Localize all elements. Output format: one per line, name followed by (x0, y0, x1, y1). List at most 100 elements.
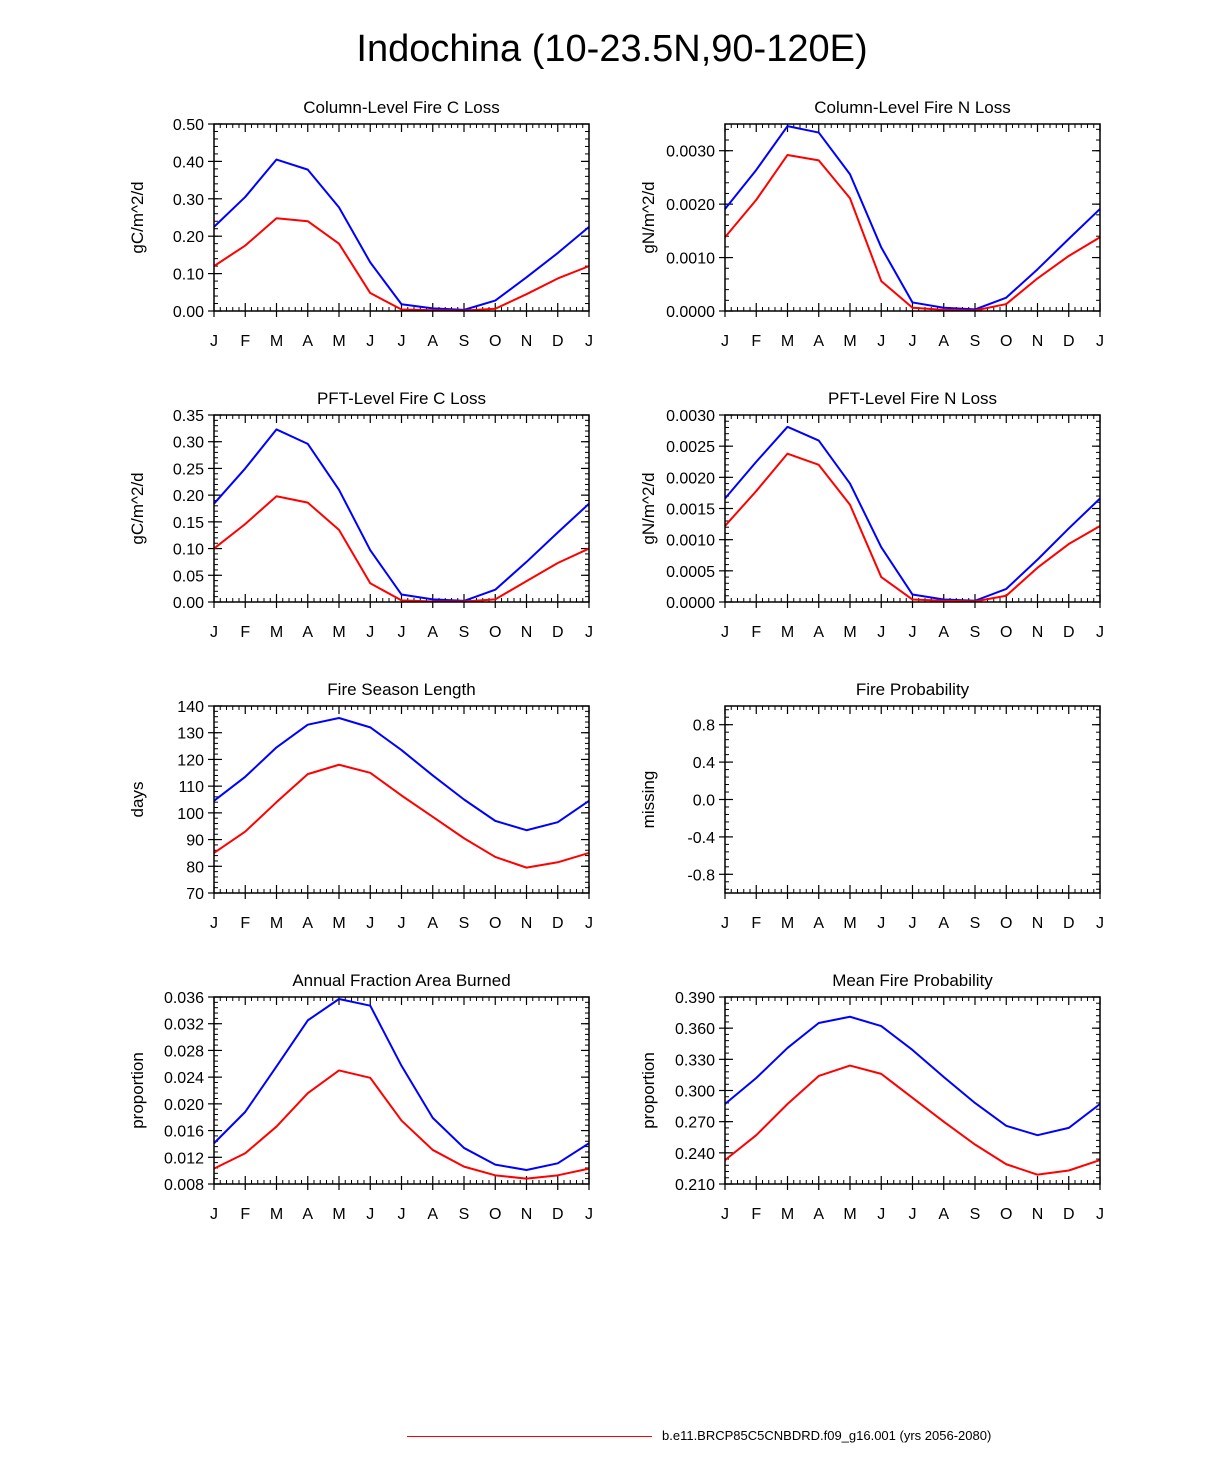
y-tick-label: 0.10 (173, 542, 204, 559)
x-tick-label: S (970, 624, 981, 641)
y-axis-label: gN/m^2/d (639, 472, 658, 544)
x-tick-label: M (781, 915, 794, 932)
x-tick-label: A (938, 333, 949, 350)
y-axis-label: proportion (639, 1052, 658, 1129)
y-tick-label: 0.00 (173, 595, 204, 612)
x-tick-label: F (240, 1206, 250, 1223)
series-line-control (724, 125, 1101, 311)
series-line-control (213, 998, 590, 1171)
series-line-b.e11.BRCP85C5CNBDRD.f09_g16.001 (213, 763, 590, 869)
x-tick-label: J (210, 1206, 218, 1223)
y-tick-label: 0.0025 (666, 439, 715, 456)
x-tick-label: J (721, 1206, 729, 1223)
y-axis-label: missing (639, 771, 658, 829)
x-tick-label: J (909, 333, 917, 350)
series-line-control (213, 428, 590, 602)
x-tick-label: A (302, 333, 313, 350)
x-tick-label: S (970, 333, 981, 350)
x-tick-label: D (552, 1206, 564, 1223)
x-tick-label: M (332, 915, 345, 932)
x-tick-label: O (1000, 1206, 1012, 1223)
x-tick-label: A (302, 1206, 313, 1223)
x-tick-label: J (210, 624, 218, 641)
y-tick-label: 0.0015 (666, 502, 715, 519)
plot-frame (213, 996, 590, 1185)
series-line-control (724, 425, 1101, 602)
y-tick-label: 120 (177, 752, 204, 769)
x-tick-label: O (489, 333, 501, 350)
y-tick-label: 0.0000 (666, 304, 715, 321)
x-tick-label: M (270, 333, 283, 350)
x-tick-label: A (813, 1206, 824, 1223)
chart-title: Column-Level Fire N Loss (814, 98, 1011, 117)
chart-panel-fire-probability: J F M A M J J A S O N D J -0.8 -0.4 0.0 0.4 0.8 Fire Proba… (639, 680, 1104, 932)
x-tick-label: M (332, 333, 345, 350)
y-axis-label: gC/m^2/d (128, 181, 147, 253)
x-tick-label: M (843, 333, 856, 350)
x-tick-label: A (813, 624, 824, 641)
x-tick-label: J (585, 624, 593, 641)
y-tick-label: 0.0 (693, 793, 715, 810)
x-tick-label: J (366, 333, 374, 350)
x-tick-label: M (781, 624, 794, 641)
series-line-control (724, 1015, 1101, 1137)
y-tick-label: 0.20 (173, 488, 204, 505)
y-tick-label: 0.0010 (666, 533, 715, 550)
y-tick-label: 0.0030 (666, 144, 715, 161)
x-tick-label: N (1032, 624, 1044, 641)
x-tick-label: J (721, 333, 729, 350)
y-tick-label: 0.270 (675, 1115, 715, 1132)
x-tick-label: O (489, 624, 501, 641)
chart-title: PFT-Level Fire C Loss (317, 389, 486, 408)
x-tick-label: A (938, 915, 949, 932)
y-tick-label: 130 (177, 726, 204, 743)
y-tick-label: 0.0020 (666, 470, 715, 487)
chart-panel-pft-c-loss: J F M A M J J A S O N D J 0.00 0.05 0.10 0.15 0.20 0.25 0.3… (128, 389, 593, 641)
y-tick-label: 0.240 (675, 1146, 715, 1163)
series-line-b.e11.BRCP85C5CNBDRD.f09_g16.001 (724, 1064, 1101, 1176)
chart-title: Fire Probability (856, 680, 970, 699)
x-tick-label: J (585, 915, 593, 932)
x-tick-label: M (781, 333, 794, 350)
y-tick-label: 70 (186, 886, 204, 903)
y-tick-label: 0.0020 (666, 197, 715, 214)
y-tick-label: 0.210 (675, 1177, 715, 1194)
chart-panel-annual-fraction-area-burned: J F M A M J J A S O N D J 0.008 0.012 0.016 0.020 0.024 0.… (128, 971, 593, 1223)
chart-title: PFT-Level Fire N Loss (828, 389, 997, 408)
x-tick-label: F (751, 624, 761, 641)
x-tick-label: J (1096, 1206, 1104, 1223)
x-tick-label: F (240, 333, 250, 350)
y-tick-label: 0.25 (173, 461, 204, 478)
y-tick-label: 0.05 (173, 568, 204, 585)
y-tick-label: 0.020 (164, 1097, 204, 1114)
series-line-b.e11.BRCP85C5CNBDRD.f09_g16.001 (724, 452, 1101, 603)
x-tick-label: M (270, 915, 283, 932)
y-tick-label: 0.0010 (666, 251, 715, 268)
series-line-control (213, 158, 590, 311)
y-axis-label: proportion (128, 1052, 147, 1129)
x-tick-label: N (1032, 333, 1044, 350)
y-axis-label: gN/m^2/d (639, 181, 658, 253)
x-tick-label: N (521, 1206, 533, 1223)
x-tick-label: A (427, 624, 438, 641)
y-tick-label: 80 (186, 859, 204, 876)
x-tick-label: J (585, 1206, 593, 1223)
y-axis-label: days (128, 782, 147, 818)
plot-frame (213, 123, 590, 312)
plot-frame (724, 414, 1101, 603)
x-tick-label: J (721, 915, 729, 932)
x-tick-label: J (366, 915, 374, 932)
y-tick-label: 140 (177, 699, 204, 716)
x-tick-label: O (1000, 624, 1012, 641)
chart-panel-pft-n-loss: J F M A M J J A S O N D J 0.0000 0.0005 0.0010 0.0015 0.0… (639, 389, 1104, 641)
y-tick-label: 0.40 (173, 154, 204, 171)
x-tick-label: J (909, 1206, 917, 1223)
x-tick-label: D (1063, 333, 1075, 350)
y-tick-label: 0.028 (164, 1043, 204, 1060)
y-tick-label: 0.15 (173, 515, 204, 532)
y-tick-label: 0.0005 (666, 564, 715, 581)
x-tick-label: J (398, 915, 406, 932)
y-tick-label: 0.10 (173, 267, 204, 284)
y-axis-label: gC/m^2/d (128, 472, 147, 544)
chart-panel-mean-fire-probability: J F M A M J J A S O N D J 0.210 0.240 0.270 0.300 0.330 0.… (639, 971, 1104, 1223)
